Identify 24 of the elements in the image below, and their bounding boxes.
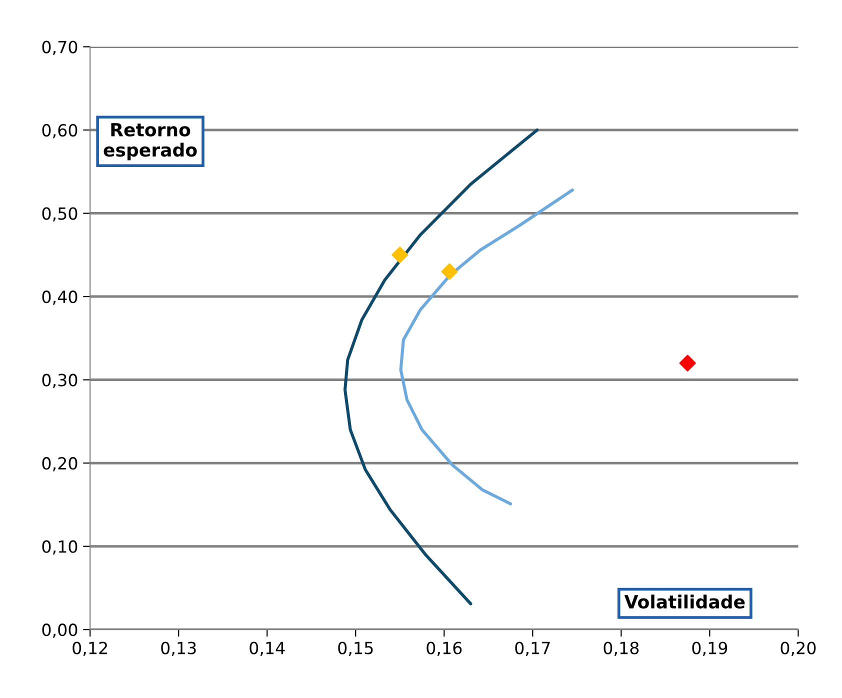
y-axis-title: Retorno esperado — [104, 123, 197, 160]
point — [679, 354, 696, 372]
y-tick-label: 0,30 — [42, 374, 78, 388]
x-tick-label: 0,19 — [692, 642, 728, 656]
y-tick-label: 0,00 — [42, 624, 78, 638]
point — [441, 263, 458, 280]
line-series — [343, 128, 539, 606]
y-tick-label: 0,40 — [42, 290, 78, 305]
y-tick-label: 0,50 — [42, 207, 78, 222]
point — [392, 246, 408, 264]
x-tick-label: 0,12 — [72, 642, 107, 656]
x-tick-label: 0,18 — [604, 642, 639, 656]
x-tick-label: 0,15 — [338, 642, 373, 656]
x-tick-label: 0,20 — [780, 642, 816, 656]
y-tick-label: 0,20 — [42, 457, 78, 472]
x-tick-label: 0,14 — [250, 642, 285, 656]
x-axis-title: Volatilidade — [624, 594, 745, 609]
y-tick-label: 0,60 — [42, 124, 78, 138]
x-tick-label: 0,13 — [161, 642, 196, 656]
line-series — [399, 188, 574, 506]
y-tick-label: 0,70 — [42, 40, 78, 56]
x-tick-label: 0,17 — [515, 642, 550, 656]
x-tick-label: 0,16 — [426, 642, 462, 656]
y-tick-label: 0,10 — [42, 540, 78, 555]
